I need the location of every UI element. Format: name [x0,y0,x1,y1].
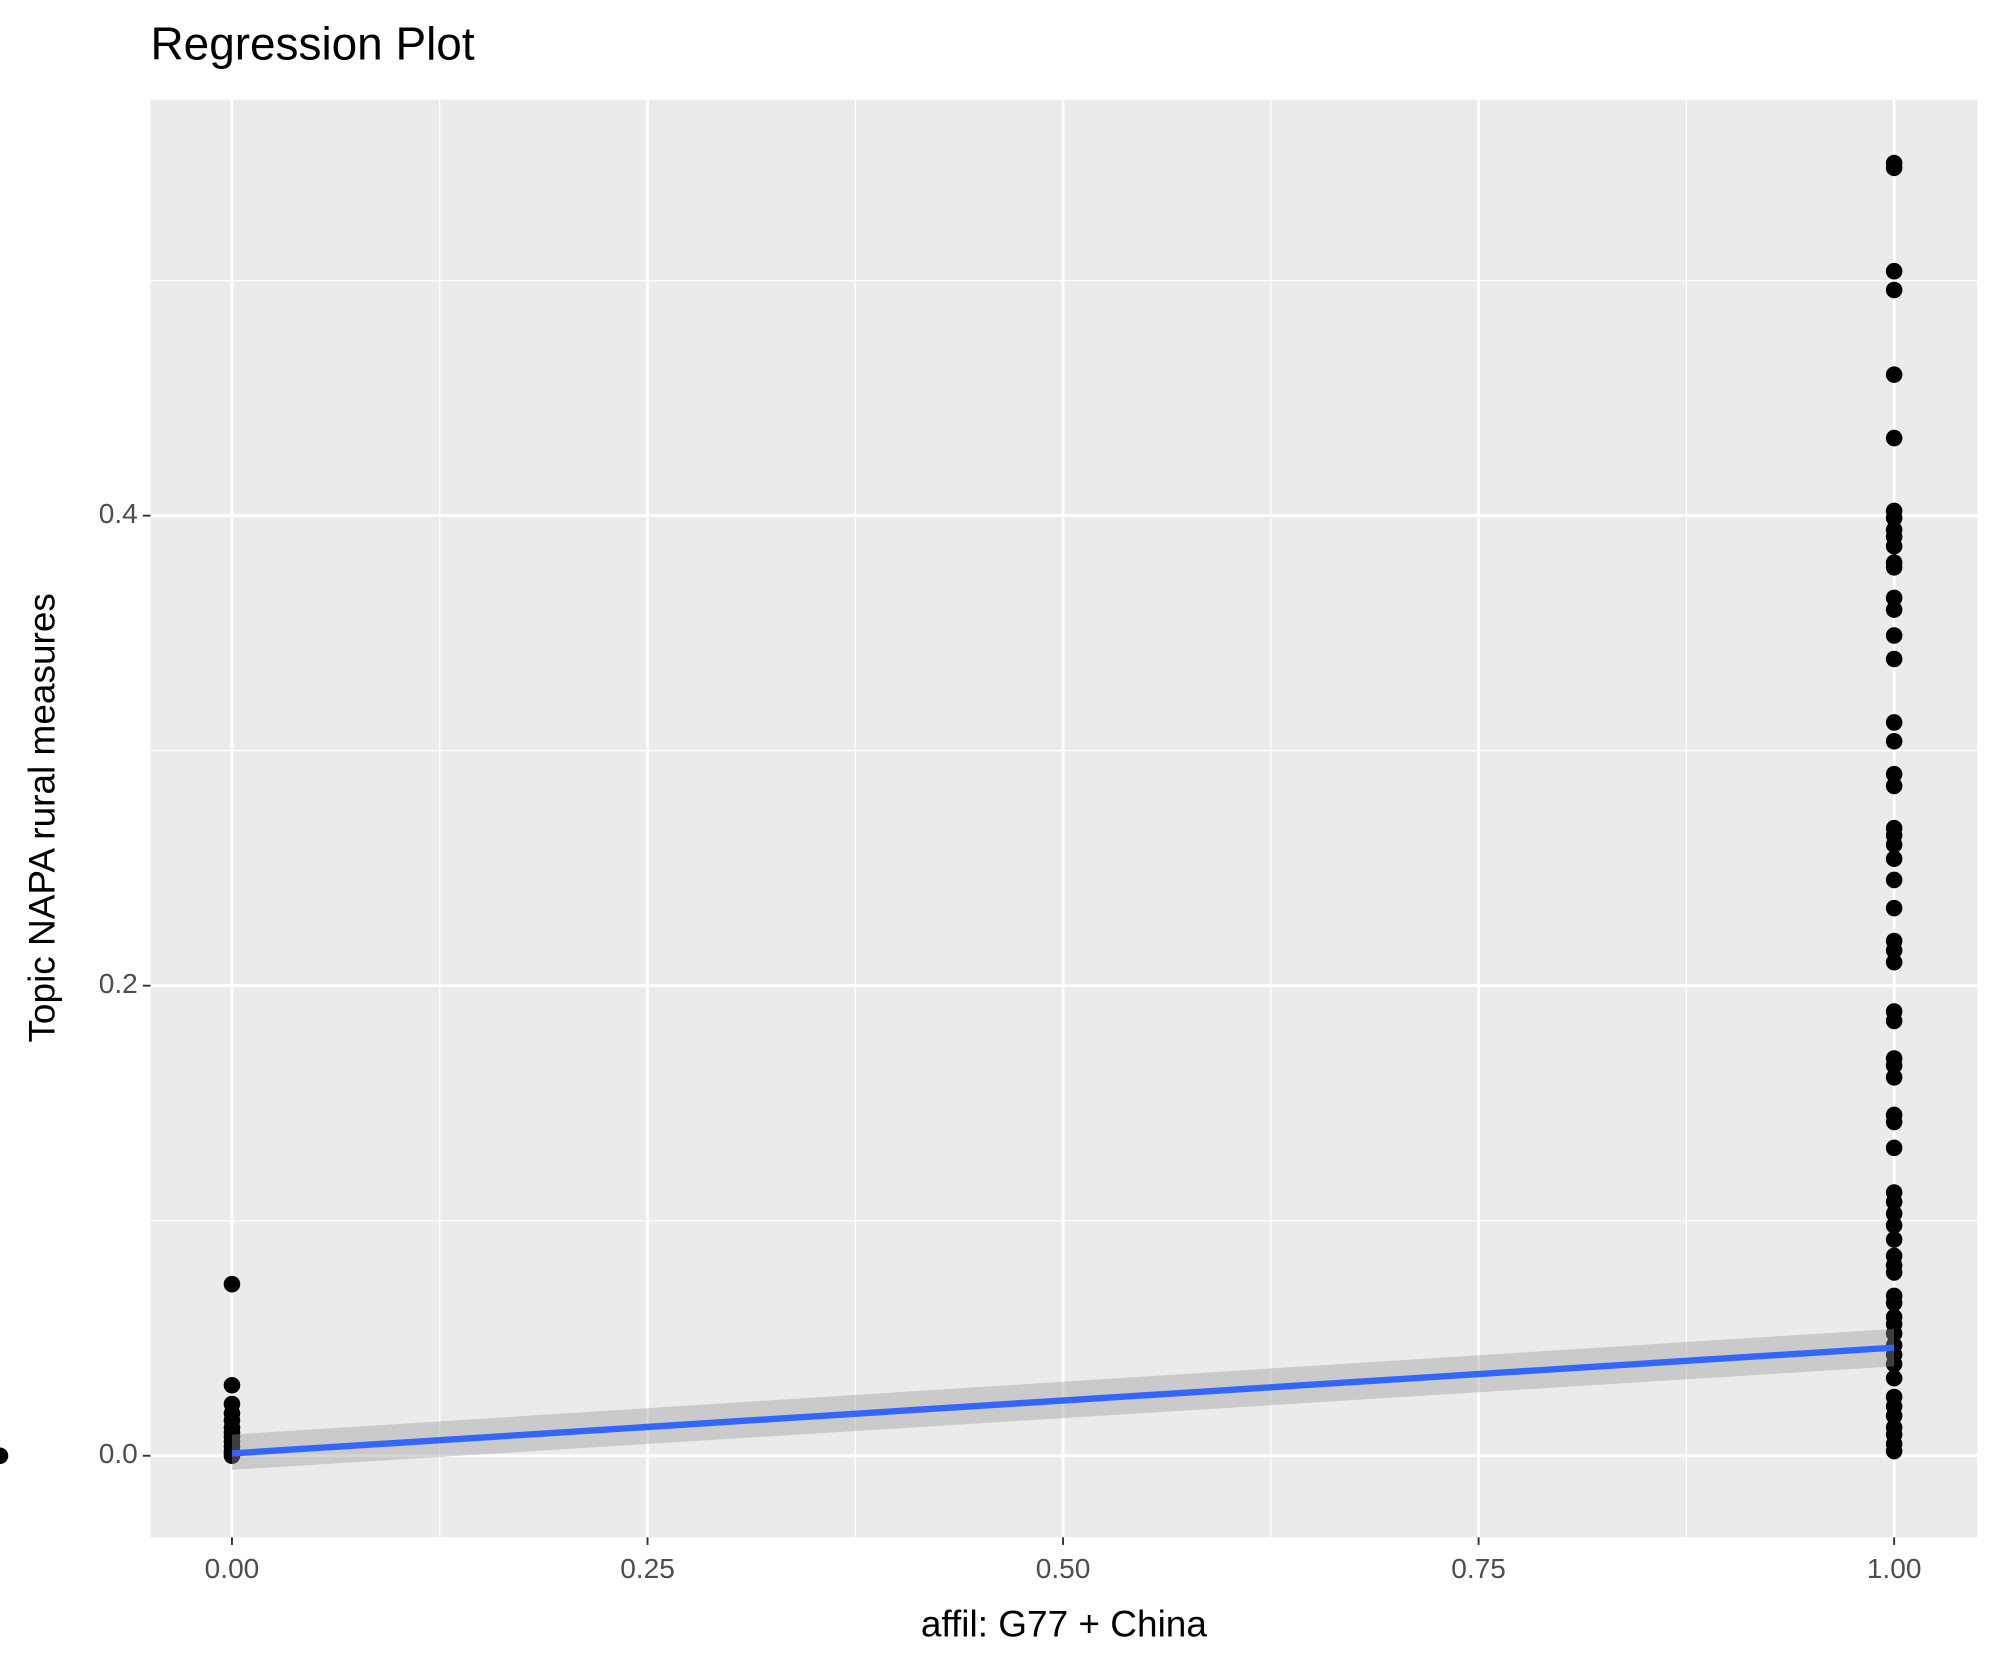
point [1885,589,1903,607]
x-tick-label: 0.00 [205,1553,260,1584]
point [223,1275,241,1293]
point [1885,1217,1903,1234]
point [1885,850,1903,868]
point [1885,537,1903,555]
point [0,1447,9,1465]
x-tick-label: 0.75 [1451,1553,1506,1584]
y-tick-label: 0.4 [99,498,138,529]
point [1885,953,1903,971]
point [1885,1369,1903,1387]
point [1885,1057,1903,1074]
point [1885,732,1903,750]
y-axis-title: Topic NAPA rural measures [21,593,62,1042]
point [1885,836,1903,853]
y-tick-label: 0.0 [99,1438,138,1469]
point [1885,366,1903,383]
point [1885,1012,1903,1030]
y-tick-label: 0.2 [99,968,138,999]
point [1885,1069,1903,1086]
point [1885,1193,1903,1211]
regression-line [231,1344,1895,1457]
x-tick-label: 1.00 [1867,1553,1922,1584]
point [1885,601,1903,618]
point [1885,1407,1903,1425]
point [1885,1355,1903,1373]
point [1885,429,1903,447]
point [1885,559,1903,576]
point [1885,1113,1903,1131]
point [1885,765,1903,783]
x-axis-title: affil: G77 + China [921,1603,1208,1644]
x-tick-label: 0.25 [620,1553,675,1584]
point [1885,650,1903,668]
point [1885,1325,1903,1342]
point [1885,159,1903,177]
point [1885,871,1903,889]
point [223,1376,241,1394]
point [1885,262,1903,280]
chart-title: Regression Plot [151,17,475,69]
point [1885,509,1903,527]
point [1885,714,1903,731]
point [1885,1205,1903,1222]
x-tick-label: 0.50 [1036,1553,1091,1584]
point [1885,627,1903,644]
point [1885,281,1903,299]
point [1885,1264,1903,1281]
point [1885,1442,1903,1460]
point [1885,1139,1903,1157]
point [1885,1294,1903,1312]
point [1885,1231,1903,1248]
point [1885,899,1903,917]
point [1885,942,1903,959]
point [1885,777,1903,795]
